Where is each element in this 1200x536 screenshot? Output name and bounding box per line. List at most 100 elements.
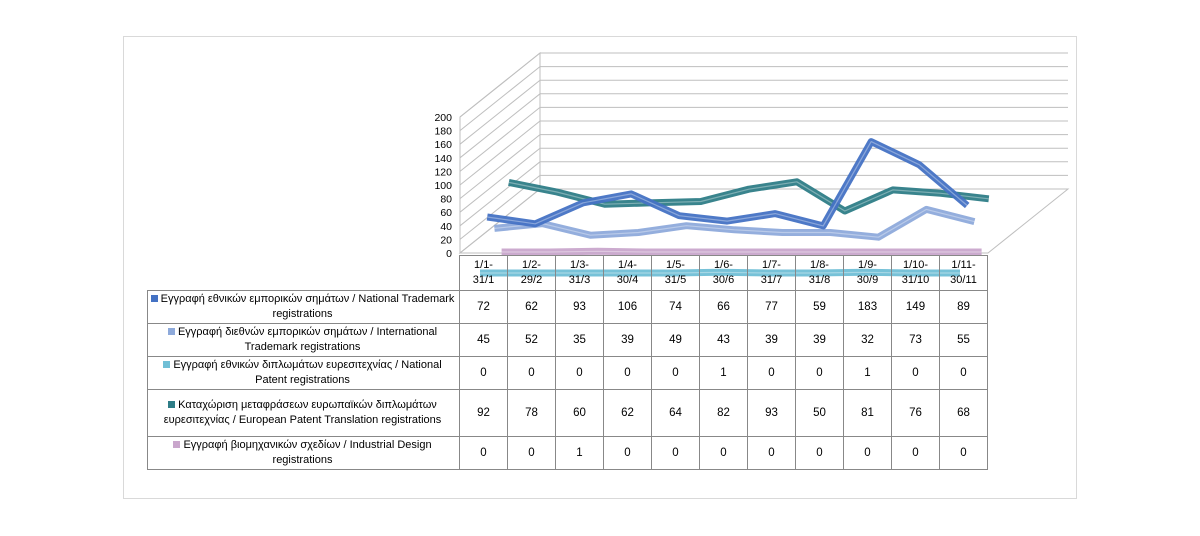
series-line-highlight-0 [487, 141, 968, 227]
series-line-highlight-4 [501, 250, 982, 253]
table-row: Εγγραφή βιομηχανικών σχεδίων / Industria… [147, 436, 988, 470]
table-corner [147, 255, 460, 291]
category-header: 1/8- 31/8 [795, 255, 844, 291]
data-cell: 0 [651, 356, 700, 390]
data-cell: 73 [891, 323, 940, 357]
y-tick-label: 160 [434, 139, 452, 151]
series-line-0 [486, 138, 970, 230]
series-line-highlight-1 [494, 208, 975, 238]
table-row: Εγγραφή διεθνών εμπορικών σημάτων / Inte… [147, 323, 988, 357]
legend-key [150, 295, 158, 302]
data-cell: 183 [843, 290, 892, 324]
data-cell: 89 [939, 290, 988, 324]
data-cell: 93 [555, 290, 604, 324]
data-cell: 72 [459, 290, 508, 324]
data-cell: 74 [651, 290, 700, 324]
data-cell: 32 [843, 323, 892, 357]
data-cell: 0 [459, 436, 508, 470]
data-cell: 45 [459, 323, 508, 357]
data-cell: 43 [699, 323, 748, 357]
category-header: 1/10- 31/10 [891, 255, 940, 291]
category-header: 1/11- 30/11 [939, 255, 988, 291]
data-cell: 55 [939, 323, 988, 357]
data-cell: 82 [699, 389, 748, 437]
gridline [459, 66, 1068, 131]
category-header: 1/2- 29/2 [507, 255, 556, 291]
series-label: Εγγραφή βιομηχανικών σχεδίων / Industria… [147, 436, 460, 470]
y-tick-label: 180 [434, 126, 452, 138]
gridline [459, 52, 1068, 118]
y-tick-label: 200 [434, 112, 452, 124]
series-name: Καταχώριση μεταφράσεων ευρωπαϊκών διπλωμ… [163, 399, 442, 426]
gridline [459, 93, 1068, 159]
legend-key [163, 361, 171, 368]
y-tick-label: 140 [434, 153, 452, 165]
data-cell: 1 [555, 436, 604, 470]
data-cell: 49 [651, 323, 700, 357]
data-cell: 39 [603, 323, 652, 357]
gridline [459, 120, 1068, 186]
series-label: Καταχώριση μεταφράσεων ευρωπαϊκών διπλωμ… [147, 389, 460, 437]
y-tick-label: 0 [446, 248, 452, 260]
data-cell: 0 [603, 356, 652, 390]
gridline [459, 134, 1068, 199]
data-cell: 0 [747, 356, 796, 390]
data-cell: 64 [651, 389, 700, 437]
data-cell: 92 [459, 389, 508, 437]
category-header: 1/6- 30/6 [699, 255, 748, 291]
series-label: Εγγραφή εθνικών διπλωμάτων ευρεσιτεχνίας… [147, 356, 460, 390]
data-cell: 0 [939, 356, 988, 390]
data-cell: 0 [795, 436, 844, 470]
data-cell: 106 [603, 290, 652, 324]
data-cell: 0 [891, 436, 940, 470]
series-line-1 [494, 205, 976, 241]
series-name: Εγγραφή εθνικών διπλωμάτων ευρεσιτεχνίας… [173, 359, 442, 386]
data-cell: 0 [555, 356, 604, 390]
series-name: Εγγραφή εθνικών εμπορικών σημάτων / Nati… [160, 293, 455, 320]
gridline [459, 106, 1068, 172]
data-cell: 35 [555, 323, 604, 357]
gridline [459, 161, 1068, 227]
series-name: Εγγραφή διεθνών εμπορικών σημάτων / Inte… [177, 326, 438, 353]
data-cell: 0 [699, 436, 748, 470]
data-cell: 62 [603, 389, 652, 437]
series-label: Εγγραφή διεθνών εμπορικών σημάτων / Inte… [147, 323, 460, 357]
data-cell: 93 [747, 389, 796, 437]
data-cell: 60 [555, 389, 604, 437]
category-header: 1/4- 30/4 [603, 255, 652, 291]
data-cell: 0 [507, 436, 556, 470]
y-tick-label: 120 [434, 166, 452, 178]
table-row: Εγγραφή εθνικών διπλωμάτων ευρεσιτεχνίας… [147, 356, 988, 390]
data-cell: 39 [747, 323, 796, 357]
legend-key [168, 401, 176, 408]
y-tick-label: 20 [440, 234, 452, 246]
data-cell: 66 [699, 290, 748, 324]
gridline [459, 174, 1068, 240]
data-cell: 78 [507, 389, 556, 437]
table-row: Καταχώριση μεταφράσεων ευρωπαϊκών διπλωμ… [147, 389, 988, 437]
data-cell: 59 [795, 290, 844, 324]
data-cell: 0 [891, 356, 940, 390]
y-tick-label: 40 [440, 221, 452, 233]
data-cell: 0 [795, 356, 844, 390]
category-header: 1/5- 31/5 [651, 255, 700, 291]
data-cell: 1 [699, 356, 748, 390]
data-cell: 68 [939, 389, 988, 437]
data-cell: 0 [939, 436, 988, 470]
data-cell: 50 [795, 389, 844, 437]
data-cell: 1 [843, 356, 892, 390]
data-cell: 0 [507, 356, 556, 390]
series-label: Εγγραφή εθνικών εμπορικών σημάτων / Nati… [147, 290, 460, 324]
data-cell: 0 [843, 436, 892, 470]
y-tick-label: 80 [440, 194, 452, 206]
data-cell: 76 [891, 389, 940, 437]
data-cell: 0 [651, 436, 700, 470]
category-header: 1/1- 31/1 [459, 255, 508, 291]
series-line-4 [501, 247, 982, 256]
data-cell: 149 [891, 290, 940, 324]
category-header: 1/3- 31/3 [555, 255, 604, 291]
data-table: 1/1- 31/1 1/2- 29/2 1/3- 31/3 1/4- 30/4 1/5-… [147, 255, 988, 470]
data-cell: 77 [747, 290, 796, 324]
legend-key [173, 441, 181, 448]
